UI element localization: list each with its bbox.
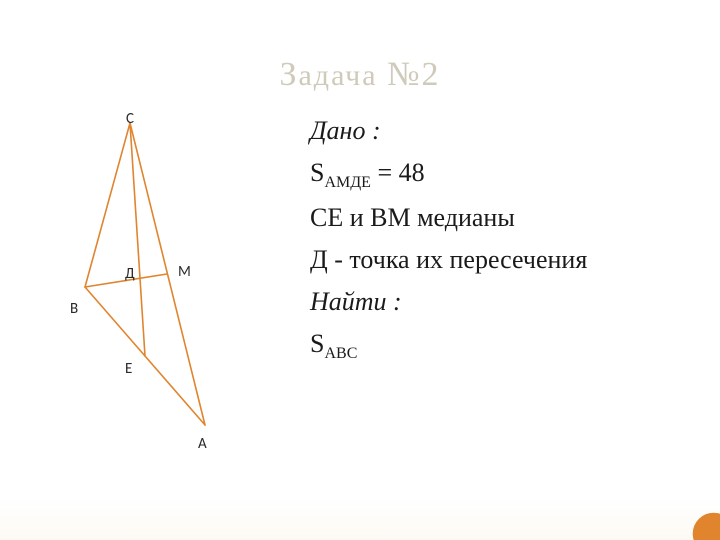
given-line-2: СЕ и ВМ медианы [310, 198, 690, 237]
s-subscript-2: АВС [324, 345, 357, 362]
problem-content: Дано : SАМДЕ = 48 СЕ и ВМ медианы Д - то… [310, 108, 690, 369]
diagram: С В А М Е Д [70, 110, 270, 450]
s-symbol-2: S [310, 329, 324, 358]
page-title: Задача №2 [0, 56, 720, 94]
find-label: Найти : [310, 282, 690, 321]
given-line-3: Д - точка их пересечения [310, 240, 690, 279]
title-number: №2 [387, 56, 440, 93]
find-line-1: SАВС [310, 324, 690, 366]
triangle-svg [70, 110, 270, 450]
s-value-1: = 48 [371, 158, 425, 187]
title-rest: адача [298, 59, 377, 92]
vertex-label-D: Д [125, 265, 135, 283]
vertex-label-B: В [70, 300, 78, 318]
vertex-label-A: А [198, 435, 207, 453]
given-line-1: SАМДЕ = 48 [310, 153, 690, 195]
vertex-label-M: М [178, 263, 191, 281]
s-symbol-1: S [310, 158, 324, 187]
vertex-label-C: С [126, 110, 134, 128]
given-label: Дано : [310, 111, 690, 150]
accent-circle-icon [693, 513, 720, 540]
s-subscript-1: АМДЕ [324, 174, 370, 191]
vertex-label-E: Е [125, 360, 132, 378]
slide: Задача №2 С В А М Е Д Дано : SАМДЕ = 48 … [0, 0, 720, 540]
title-cap: З [279, 56, 298, 93]
